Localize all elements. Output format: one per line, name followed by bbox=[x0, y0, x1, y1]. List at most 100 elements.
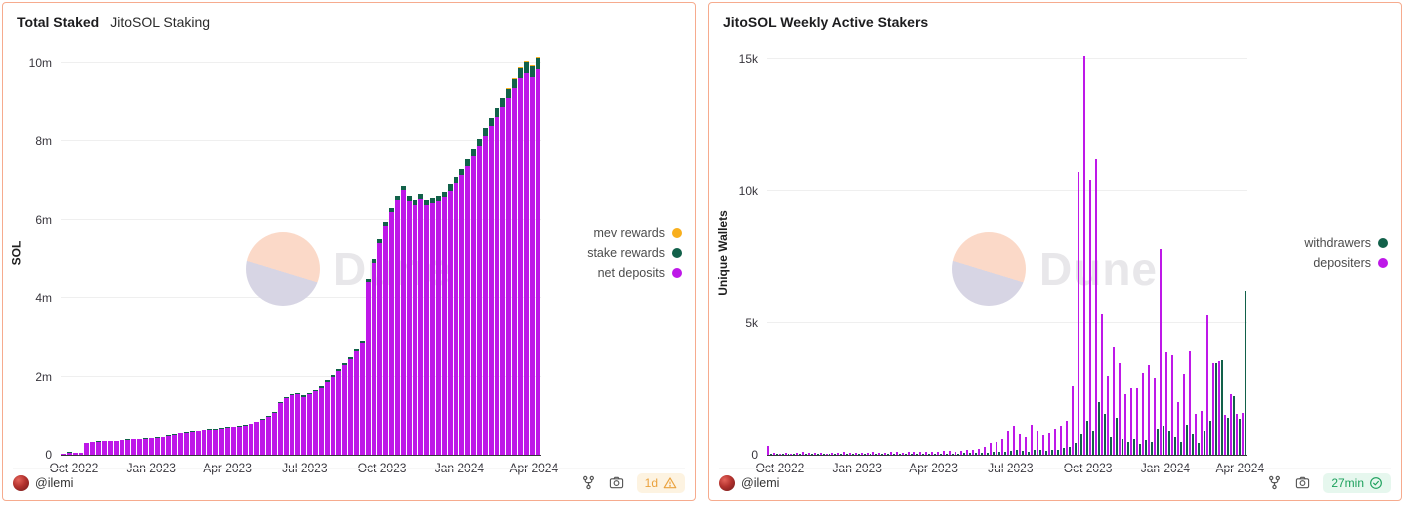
bar[interactable] bbox=[1136, 51, 1142, 455]
bar[interactable] bbox=[471, 51, 477, 455]
bar[interactable] bbox=[96, 51, 102, 455]
bar[interactable] bbox=[1229, 51, 1235, 455]
bar[interactable] bbox=[412, 51, 418, 455]
bar[interactable] bbox=[936, 51, 942, 455]
bar[interactable] bbox=[913, 51, 919, 455]
bar[interactable] bbox=[436, 51, 441, 455]
bar[interactable] bbox=[195, 51, 201, 455]
bar[interactable] bbox=[477, 51, 482, 455]
bar[interactable] bbox=[400, 51, 406, 455]
bar[interactable] bbox=[772, 51, 778, 455]
camera-icon[interactable] bbox=[609, 475, 624, 490]
bar[interactable] bbox=[406, 51, 412, 455]
bar[interactable] bbox=[307, 51, 312, 455]
bar[interactable] bbox=[901, 51, 907, 455]
bar[interactable] bbox=[178, 51, 184, 455]
fork-icon[interactable] bbox=[1267, 475, 1282, 490]
bar[interactable] bbox=[1030, 51, 1036, 455]
bar[interactable] bbox=[954, 51, 960, 455]
bar[interactable] bbox=[819, 51, 825, 455]
bar[interactable] bbox=[1153, 51, 1159, 455]
camera-icon[interactable] bbox=[1295, 475, 1310, 490]
bar[interactable] bbox=[465, 51, 471, 455]
bar[interactable] bbox=[166, 51, 172, 455]
bar[interactable] bbox=[78, 51, 84, 455]
bar[interactable] bbox=[1112, 51, 1118, 455]
bar[interactable] bbox=[66, 51, 72, 455]
bar[interactable] bbox=[1065, 51, 1071, 455]
bar[interactable] bbox=[878, 51, 884, 455]
bar[interactable] bbox=[960, 51, 966, 455]
bar[interactable] bbox=[866, 51, 872, 455]
bar[interactable] bbox=[825, 51, 831, 455]
bar[interactable] bbox=[802, 51, 808, 455]
bar[interactable] bbox=[201, 51, 207, 455]
bar[interactable] bbox=[260, 51, 266, 455]
bar[interactable] bbox=[90, 51, 96, 455]
bar[interactable] bbox=[529, 51, 535, 455]
bar[interactable] bbox=[1241, 51, 1247, 455]
bar[interactable] bbox=[1177, 51, 1183, 455]
bar[interactable] bbox=[895, 51, 901, 455]
bar[interactable] bbox=[1024, 51, 1030, 455]
bar[interactable] bbox=[148, 51, 154, 455]
legend-item-stake-rewards[interactable]: stake rewards bbox=[587, 246, 682, 260]
bar[interactable] bbox=[1235, 51, 1241, 455]
bar[interactable] bbox=[394, 51, 400, 455]
bar[interactable] bbox=[890, 51, 895, 455]
bar[interactable] bbox=[301, 51, 307, 455]
freshness-badge[interactable]: 27min bbox=[1323, 472, 1391, 493]
bar[interactable] bbox=[143, 51, 148, 455]
bar[interactable] bbox=[535, 51, 541, 455]
bar[interactable] bbox=[324, 51, 330, 455]
bar[interactable] bbox=[1095, 51, 1100, 455]
bar[interactable] bbox=[837, 51, 843, 455]
bar[interactable] bbox=[184, 51, 189, 455]
bar[interactable] bbox=[1224, 51, 1229, 455]
bar[interactable] bbox=[1124, 51, 1130, 455]
bar[interactable] bbox=[418, 51, 424, 455]
bar[interactable] bbox=[767, 51, 772, 455]
author-link[interactable]: @ilemi bbox=[13, 474, 73, 491]
freshness-badge[interactable]: 1d bbox=[636, 472, 685, 493]
bar[interactable] bbox=[207, 51, 213, 455]
bar[interactable] bbox=[318, 51, 324, 455]
bar[interactable] bbox=[242, 51, 248, 455]
bar[interactable] bbox=[790, 51, 796, 455]
bar[interactable] bbox=[1218, 51, 1224, 455]
bar[interactable] bbox=[453, 51, 459, 455]
bar[interactable] bbox=[1048, 51, 1054, 455]
bar[interactable] bbox=[500, 51, 506, 455]
bar[interactable] bbox=[330, 51, 336, 455]
bar[interactable] bbox=[254, 51, 260, 455]
bar[interactable] bbox=[430, 51, 435, 455]
bar[interactable] bbox=[518, 51, 523, 455]
bar[interactable] bbox=[854, 51, 860, 455]
legend-item-withdrawers[interactable]: withdrawers bbox=[1304, 236, 1388, 250]
bar[interactable] bbox=[1059, 51, 1065, 455]
bar[interactable] bbox=[189, 51, 195, 455]
bar[interactable] bbox=[796, 51, 802, 455]
bar[interactable] bbox=[137, 51, 143, 455]
bar[interactable] bbox=[831, 51, 837, 455]
bar[interactable] bbox=[248, 51, 254, 455]
bar[interactable] bbox=[925, 51, 931, 455]
bar[interactable] bbox=[1188, 51, 1194, 455]
bar[interactable] bbox=[1130, 51, 1136, 455]
bar[interactable] bbox=[1106, 51, 1112, 455]
bar[interactable] bbox=[784, 51, 790, 455]
bar[interactable] bbox=[995, 51, 1001, 455]
bar[interactable] bbox=[1171, 51, 1177, 455]
bar[interactable] bbox=[283, 51, 289, 455]
bar[interactable] bbox=[119, 51, 125, 455]
bar[interactable] bbox=[230, 51, 236, 455]
bar[interactable] bbox=[907, 51, 913, 455]
bar[interactable] bbox=[365, 51, 371, 455]
bar[interactable] bbox=[1183, 51, 1188, 455]
bar[interactable] bbox=[1089, 51, 1095, 455]
bar[interactable] bbox=[972, 51, 977, 455]
bar[interactable] bbox=[1147, 51, 1153, 455]
bar[interactable] bbox=[131, 51, 137, 455]
bar[interactable] bbox=[1042, 51, 1048, 455]
bar[interactable] bbox=[1118, 51, 1124, 455]
